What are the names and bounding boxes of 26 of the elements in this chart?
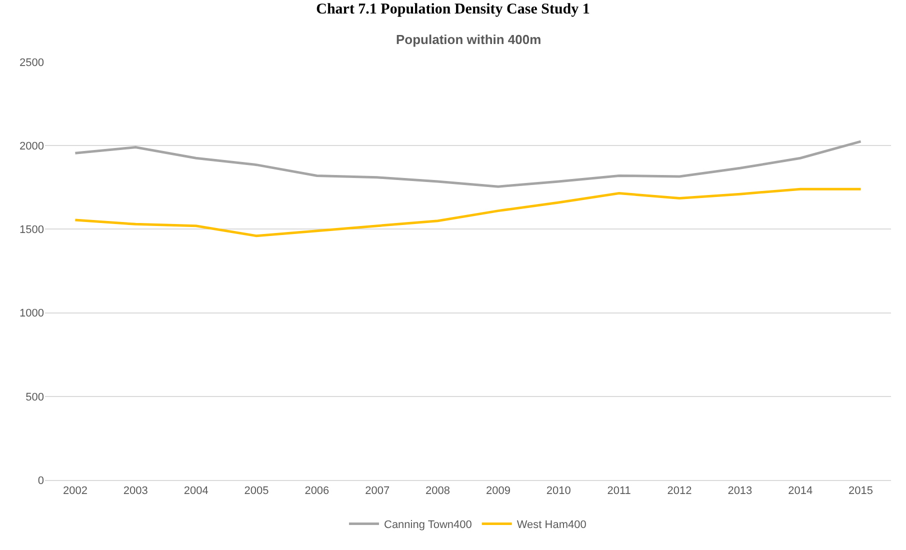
x-tick-label: 2008 xyxy=(426,485,450,498)
line-series xyxy=(74,140,862,188)
x-tick-label: 2011 xyxy=(607,485,631,498)
y-tick-label: 2500 xyxy=(20,56,44,69)
x-tick-label: 2007 xyxy=(365,485,390,498)
y-tick-label: 1000 xyxy=(20,308,44,320)
chart-subtitle: Population within 400m xyxy=(396,32,542,47)
x-tick-label: 2013 xyxy=(728,485,752,498)
y-tick-label: 500 xyxy=(26,391,44,404)
line-series xyxy=(74,188,862,238)
legend-label: Canning Town400 xyxy=(384,519,472,532)
x-tick-label: 2004 xyxy=(184,485,208,498)
legend-label: West Ham400 xyxy=(516,519,586,532)
x-tick-label: 2002 xyxy=(62,485,88,498)
chart-title: Chart 7.1 Population Density Case Study 1 xyxy=(316,1,590,18)
y-tick-label: 0 xyxy=(38,474,44,487)
x-tick-label: 2009 xyxy=(486,485,510,498)
x-tick-label: 2012 xyxy=(667,485,692,498)
x-tick-label: 2014 xyxy=(788,485,813,498)
x-tick-label: 2005 xyxy=(244,485,269,498)
x-tick-label: 2015 xyxy=(848,485,874,498)
y-tick-label: 2000 xyxy=(20,140,44,152)
x-tick-label: 2006 xyxy=(304,485,330,498)
x-tick-label: 2010 xyxy=(546,485,571,498)
y-tick-label: 1500 xyxy=(20,224,44,236)
x-tick-label: 2003 xyxy=(123,485,148,498)
